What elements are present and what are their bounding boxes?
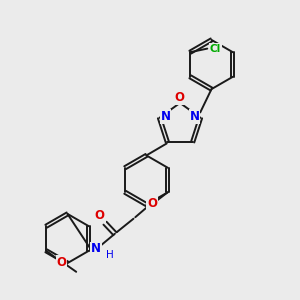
Text: H: H [106, 250, 114, 260]
Text: N: N [160, 110, 170, 123]
Text: N: N [91, 242, 101, 256]
Text: N: N [190, 110, 200, 123]
Text: O: O [174, 91, 184, 104]
Text: O: O [94, 209, 105, 222]
Text: Cl: Cl [209, 44, 221, 54]
Text: O: O [56, 256, 67, 269]
Text: O: O [147, 197, 157, 210]
